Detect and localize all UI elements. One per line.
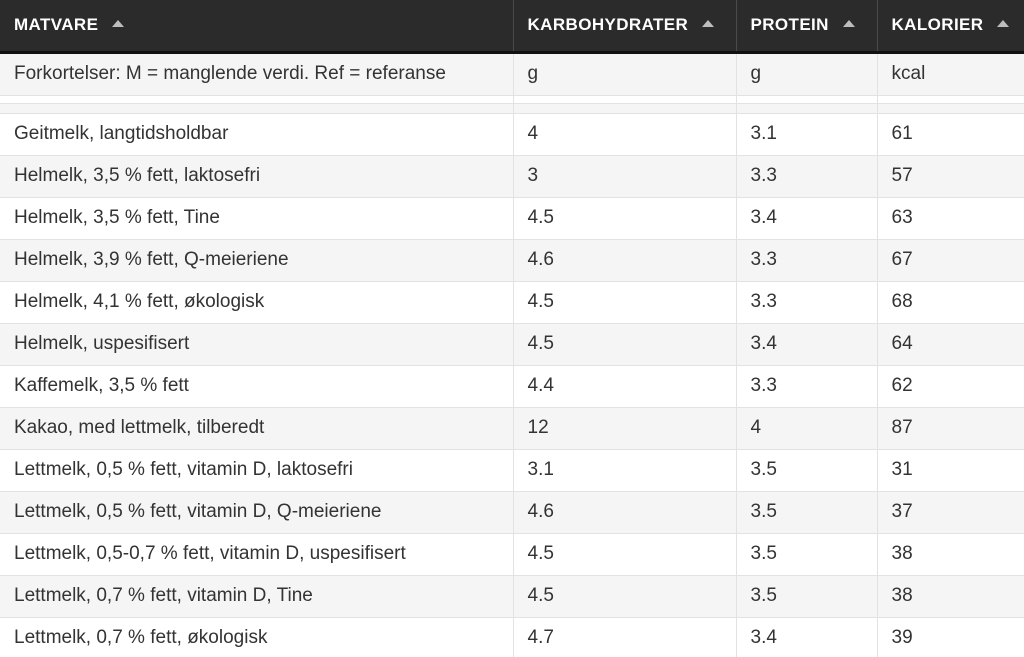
- cell-matvare: Helmelk, 4,1 % fett, økologisk: [0, 281, 514, 324]
- cell-kalorier: 61: [877, 113, 1024, 156]
- cell-karbohydrater: 3.1: [513, 449, 737, 492]
- table-row: Geitmelk, langtidsholdbar 4 3.1 61: [0, 113, 1024, 156]
- cell-kalorier: 57: [877, 155, 1024, 198]
- cell-protein: 3.3: [736, 281, 878, 324]
- cell-kalorier: 67: [877, 239, 1024, 282]
- cell-kalorier: 39: [877, 617, 1024, 657]
- cell-kalorier: 62: [877, 365, 1024, 408]
- column-header-protein[interactable]: PROTEIN: [736, 0, 878, 54]
- table-row: Kaffemelk, 3,5 % fett 4.4 3.3 62: [0, 365, 1024, 408]
- empty-cell: [513, 103, 737, 114]
- cell-matvare: Lettmelk, 0,5-0,7 % fett, vitamin D, usp…: [0, 533, 514, 576]
- cell-karbohydrater: 4.7: [513, 617, 737, 657]
- cell-kalorier: 38: [877, 533, 1024, 576]
- cell-kalorier: 63: [877, 197, 1024, 240]
- cell-matvare: Lettmelk, 0,7 % fett, økologisk: [0, 617, 514, 657]
- table-row: Helmelk, 4,1 % fett, økologisk 4.5 3.3 68: [0, 281, 1024, 324]
- column-header-label: MATVARE: [14, 15, 99, 35]
- column-header-karbohydrater[interactable]: KARBOHYDRATER: [513, 0, 737, 54]
- cell-protein: 4: [736, 407, 878, 450]
- table-row: Lettmelk, 0,5-0,7 % fett, vitamin D, usp…: [0, 533, 1024, 576]
- cell-matvare: Helmelk, 3,5 % fett, Tine: [0, 197, 514, 240]
- cell-karbohydrater: 4.5: [513, 533, 737, 576]
- table-row: Helmelk, uspesifisert 4.5 3.4 64: [0, 323, 1024, 366]
- header-row: MATVARE KARBOHYDRATER PROTEIN KALORIER: [0, 0, 1024, 54]
- table-body: Forkortelser: M = manglende verdi. Ref =…: [0, 52, 1024, 657]
- cell-karbohydrater: 3: [513, 155, 737, 198]
- cell-karbohydrater: 4.5: [513, 197, 737, 240]
- table-row: Kakao, med lettmelk, tilberedt 12 4 87: [0, 407, 1024, 450]
- cell-matvare: Kakao, med lettmelk, tilberedt: [0, 407, 514, 450]
- cell-kalorier: 64: [877, 323, 1024, 366]
- sort-ascending-icon[interactable]: [702, 20, 715, 28]
- cell-karbohydrater: 4.4: [513, 365, 737, 408]
- cell-protein: 3.3: [736, 365, 878, 408]
- cell-matvare: Kaffemelk, 3,5 % fett: [0, 365, 514, 408]
- unit-kalorier: kcal: [877, 52, 1024, 96]
- empty-cell: [0, 103, 514, 114]
- abbreviation-note: Forkortelser: M = manglende verdi. Ref =…: [0, 52, 514, 96]
- cell-protein: 3.5: [736, 533, 878, 576]
- column-header-matvare[interactable]: MATVARE: [0, 0, 514, 54]
- cell-protein: 3.3: [736, 239, 878, 282]
- table-row: Helmelk, 3,5 % fett, Tine 4.5 3.4 63: [0, 197, 1024, 240]
- cell-matvare: Helmelk, 3,5 % fett, laktosefri: [0, 155, 514, 198]
- cell-protein: 3.3: [736, 155, 878, 198]
- cell-matvare: Helmelk, 3,9 % fett, Q-meieriene: [0, 239, 514, 282]
- cell-matvare: Lettmelk, 0,7 % fett, vitamin D, Tine: [0, 575, 514, 618]
- empty-cell: [0, 95, 514, 104]
- empty-cell: [877, 95, 1024, 104]
- cell-kalorier: 68: [877, 281, 1024, 324]
- table-row: Lettmelk, 0,7 % fett, vitamin D, Tine 4.5…: [0, 575, 1024, 618]
- sort-ascending-icon[interactable]: [842, 20, 855, 28]
- table-header: MATVARE KARBOHYDRATER PROTEIN KALORIER: [0, 0, 1024, 54]
- sort-ascending-icon[interactable]: [997, 20, 1010, 28]
- empty-cell: [736, 103, 878, 114]
- unit-protein: g: [736, 52, 878, 96]
- cell-matvare: Lettmelk, 0,5 % fett, vitamin D, Q-meier…: [0, 491, 514, 534]
- cell-karbohydrater: 4.6: [513, 491, 737, 534]
- table-row: Lettmelk, 0,5 % fett, vitamin D, laktose…: [0, 449, 1024, 492]
- column-header-kalorier[interactable]: KALORIER: [877, 0, 1024, 54]
- cell-protein: 3.4: [736, 197, 878, 240]
- table-row: Helmelk, 3,5 % fett, laktosefri 3 3.3 57: [0, 155, 1024, 198]
- cell-protein: 3.5: [736, 449, 878, 492]
- abbreviation-row: Forkortelser: M = manglende verdi. Ref =…: [0, 52, 1024, 96]
- cell-protein: 3.5: [736, 575, 878, 618]
- sort-ascending-icon[interactable]: [112, 20, 125, 28]
- table-row: Helmelk, 3,9 % fett, Q-meieriene 4.6 3.3 67: [0, 239, 1024, 282]
- empty-cell: [877, 103, 1024, 114]
- cell-karbohydrater: 4.5: [513, 323, 737, 366]
- cell-protein: 3.4: [736, 617, 878, 657]
- column-header-label: KARBOHYDRATER: [527, 15, 689, 35]
- cell-matvare: Lettmelk, 0,5 % fett, vitamin D, laktose…: [0, 449, 514, 492]
- cell-karbohydrater: 4.6: [513, 239, 737, 282]
- cell-protein: 3.1: [736, 113, 878, 156]
- cell-kalorier: 31: [877, 449, 1024, 492]
- column-header-label: PROTEIN: [750, 15, 829, 35]
- empty-cell: [736, 95, 878, 104]
- cell-kalorier: 37: [877, 491, 1024, 534]
- cell-kalorier: 87: [877, 407, 1024, 450]
- cell-karbohydrater: 12: [513, 407, 737, 450]
- cell-matvare: Helmelk, uspesifisert: [0, 323, 514, 366]
- cell-protein: 3.4: [736, 323, 878, 366]
- cell-karbohydrater: 4.5: [513, 281, 737, 324]
- cell-karbohydrater: 4.5: [513, 575, 737, 618]
- cell-karbohydrater: 4: [513, 113, 737, 156]
- spacer-row: [0, 95, 1024, 104]
- column-header-label: KALORIER: [891, 15, 984, 35]
- cell-kalorier: 38: [877, 575, 1024, 618]
- table-row: Lettmelk, 0,7 % fett, økologisk 4.7 3.4 39: [0, 617, 1024, 657]
- spacer-row: [0, 103, 1024, 114]
- cell-protein: 3.5: [736, 491, 878, 534]
- unit-karbohydrater: g: [513, 52, 737, 96]
- cell-matvare: Geitmelk, langtidsholdbar: [0, 113, 514, 156]
- empty-cell: [513, 95, 737, 104]
- table-row: Lettmelk, 0,5 % fett, vitamin D, Q-meier…: [0, 491, 1024, 534]
